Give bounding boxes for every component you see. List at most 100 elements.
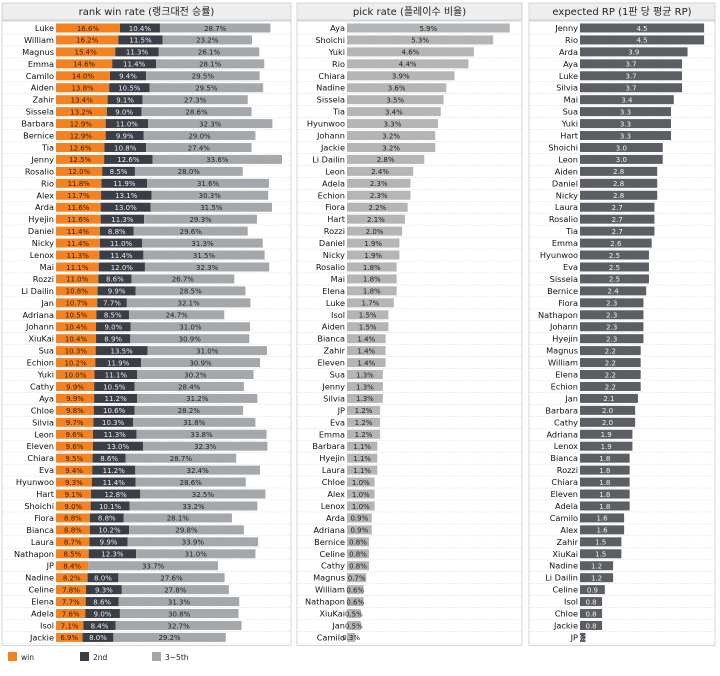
data-label: 0.7% xyxy=(348,574,366,582)
bar-Hart xyxy=(580,131,672,141)
data-label: 7.7% xyxy=(103,300,121,308)
data-label: 7.1% xyxy=(61,622,79,630)
data-label: 10.5% xyxy=(65,312,88,320)
data-label: 11.6% xyxy=(67,204,90,212)
category-label: Mai xyxy=(564,95,578,105)
category-label: Hyunwoo xyxy=(540,250,578,260)
data-label: 31.0% xyxy=(196,347,219,355)
data-label: 2.3 xyxy=(606,335,617,343)
bar-35th-Hyejin xyxy=(144,214,257,224)
data-label: 9.6% xyxy=(66,431,84,439)
category-label: Silvia xyxy=(556,83,578,93)
category-label: Magnus xyxy=(546,346,578,356)
bar-Adriana xyxy=(580,429,633,439)
data-label: 2.3% xyxy=(370,192,388,200)
category-label: Daniel xyxy=(552,178,578,188)
data-label: 10.2% xyxy=(65,359,88,367)
data-label: 0.9% xyxy=(351,515,369,523)
data-label: 2.2 xyxy=(605,347,616,355)
data-label: 13.2% xyxy=(70,108,93,116)
bar-Arda xyxy=(580,47,688,57)
bar-2nd-Jackie xyxy=(82,632,114,642)
data-label: 9.3% xyxy=(95,586,113,594)
category-label: Eva xyxy=(39,465,54,475)
data-label: 15.4% xyxy=(75,49,98,57)
data-label: 33.2% xyxy=(182,503,205,511)
data-label: 1.0% xyxy=(352,479,370,487)
data-label: 1.9% xyxy=(364,240,382,248)
panel-frame xyxy=(1,20,292,646)
category-label: Isol xyxy=(40,620,54,630)
data-label: 1.7% xyxy=(362,300,380,308)
data-label: 3.3% xyxy=(384,120,402,128)
data-label: 1.8 xyxy=(599,455,610,463)
bar-Laura xyxy=(580,202,655,212)
data-label: 11.3% xyxy=(126,49,149,57)
data-label: 8.5% xyxy=(104,312,122,320)
bar-35th-Tia xyxy=(146,142,252,152)
data-label: 2.5 xyxy=(609,252,620,260)
category-label: Camilo xyxy=(550,513,578,523)
category-label: Johann xyxy=(25,322,54,332)
data-label: 2.2 xyxy=(605,371,616,379)
data-label: 27.6% xyxy=(160,574,183,582)
data-label: 0.8% xyxy=(349,539,367,547)
bar-win-Aya xyxy=(56,393,95,403)
bar-2nd-Shoichi xyxy=(90,501,130,511)
data-label: 13.0% xyxy=(107,443,130,451)
data-label: 9.9% xyxy=(66,395,84,403)
category-label: Eva xyxy=(330,417,345,427)
data-label: 1.1% xyxy=(353,467,371,475)
bar-Eva xyxy=(580,262,649,272)
data-label: 32.3% xyxy=(196,264,219,272)
bar-win-Sua xyxy=(56,346,96,356)
category-label: Bianca xyxy=(26,525,54,535)
data-label: 9.9% xyxy=(108,288,126,296)
category-label: Nadine xyxy=(25,573,54,583)
category-label: Jan xyxy=(564,393,578,403)
bar-win-Fiora xyxy=(56,513,90,523)
data-label: 9.4% xyxy=(119,73,137,81)
chart-title: rank win rate (랭크대전 승률) xyxy=(79,6,215,18)
data-label: 31.8% xyxy=(183,419,206,427)
data-label: 2.2% xyxy=(368,204,386,212)
bar-win-Aiden xyxy=(56,83,110,93)
bar-win-Leon xyxy=(56,429,93,439)
bar-Silvia xyxy=(347,393,383,403)
category-label: Rosalio xyxy=(549,214,578,224)
category-label: Camilo xyxy=(26,71,54,81)
category-label: Bianca xyxy=(317,334,345,344)
data-label: 10.1% xyxy=(99,503,122,511)
category-label: Cathy xyxy=(321,561,345,571)
data-label: 11.9% xyxy=(113,180,136,188)
data-label: 1.0% xyxy=(352,503,370,511)
category-label: Rosalio xyxy=(316,262,345,272)
panel-title-bar xyxy=(1,2,292,21)
data-label: 8.5% xyxy=(110,168,128,176)
category-label: Laura xyxy=(31,537,54,547)
legend-label: 3~5th xyxy=(165,653,189,662)
data-label: 29.6% xyxy=(180,228,203,236)
data-label: 10.8% xyxy=(66,288,89,296)
category-label: Yuki xyxy=(37,370,54,380)
bar-35th-XiuKai xyxy=(130,334,250,344)
data-label: 1.8% xyxy=(363,288,381,296)
bar-Echion xyxy=(347,190,411,200)
bar-35th-Eleven xyxy=(143,441,268,451)
bar-win-Adela xyxy=(56,609,86,619)
category-label: Echion xyxy=(318,190,345,200)
data-label: 13.5% xyxy=(111,347,134,355)
bar-2nd-Aya xyxy=(94,393,138,403)
bar-35th-Arda xyxy=(150,202,272,212)
data-label: 1.2% xyxy=(355,419,373,427)
data-label: 1.3% xyxy=(356,395,374,403)
bar-win-Mai xyxy=(56,262,99,272)
data-label: 8.8% xyxy=(98,515,116,523)
data-label: 33.7% xyxy=(142,563,165,571)
bar-35th-Adela xyxy=(119,609,239,619)
category-label: Daniel xyxy=(319,238,345,248)
bar-35th-Sissela xyxy=(141,107,252,117)
bar-Aya xyxy=(347,23,510,33)
bar-win-Daniel xyxy=(56,226,100,236)
